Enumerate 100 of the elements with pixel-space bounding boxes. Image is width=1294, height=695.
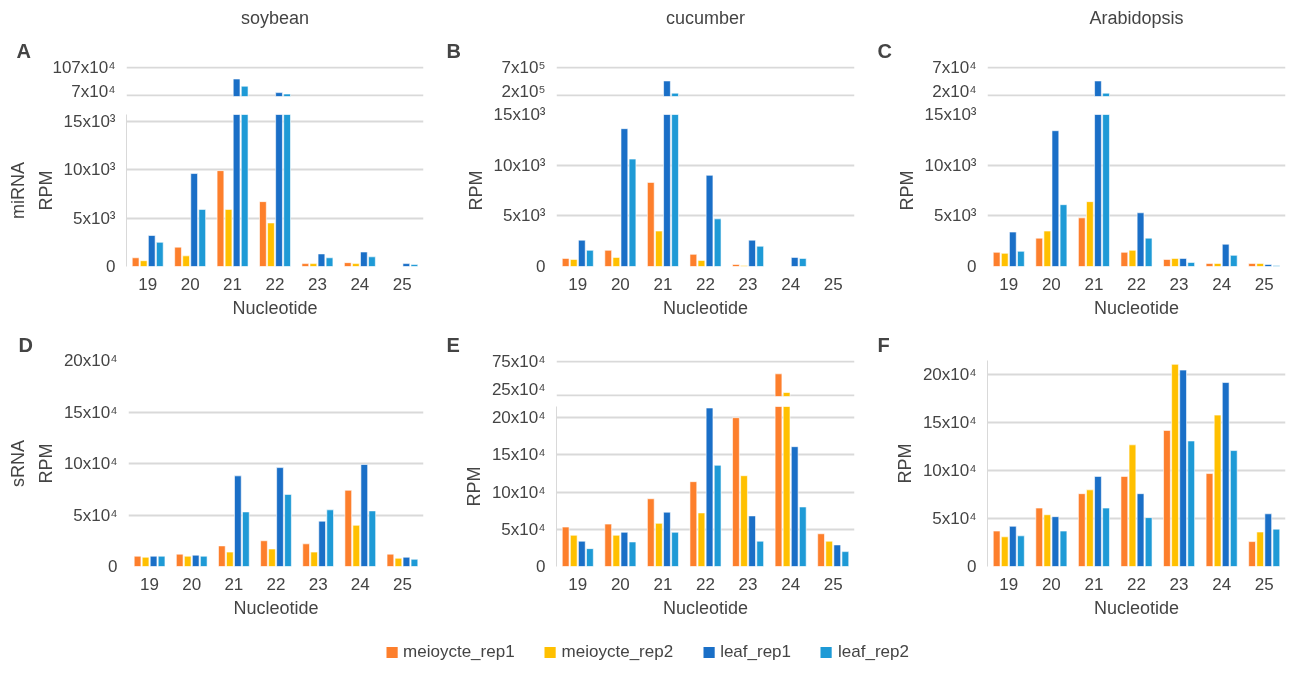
x-tick-label: 23 [1169,274,1189,294]
y-tick-label: 107x10⁴ [52,58,116,78]
legend-label: meioycte_rep1 [403,642,515,662]
chart-title: cucumber [665,7,746,28]
x-axis-title: Nucleotide [1093,297,1180,318]
x-tick-label: 25 [823,274,843,294]
legend-label: leaf_rep2 [838,642,909,662]
text: E [446,333,460,356]
x-tick-label: 25 [1254,274,1274,294]
y-axis-title: RPM [463,466,484,507]
y-tick-label: 15x10³ [924,105,977,124]
y-tick-label: 75x10⁴ [491,352,546,372]
y-tick-label: 5x10⁴ [73,505,118,525]
x-tick-label: 21 [653,574,673,594]
y-tick-label: 10x10⁴ [491,482,546,502]
x-tick-label: 19 [999,574,1019,594]
x-axis-title: Nucleotide [1093,597,1180,618]
y-tick-label: 0 [536,257,546,276]
y-tick-label: 0 [536,557,546,576]
y-tick-label: 25x10⁴ [491,379,546,399]
y-axis-title: RPM [35,443,56,484]
y-tick-label: 0 [967,257,977,276]
y-tick-label: 10x10⁴ [63,454,118,473]
x-tick-label: 25 [1254,574,1274,594]
y-tick-label: 7x10⁴ [71,81,116,101]
y-tick-label: 5x10³ [72,208,116,228]
text: A [16,39,31,62]
y-axis-title: RPM [35,170,56,211]
x-axis-title: Nucleotide [233,597,319,618]
x-tick-label: 19 [138,274,158,294]
x-tick-label: 22 [1127,574,1146,594]
y-axis-title: RPM [894,443,915,484]
y-tick-label: 15x10⁴ [491,445,546,465]
x-tick-label: 20 [180,274,200,294]
y-tick-label: 7x10⁵ [501,58,546,78]
x-tick-label: 24 [781,574,801,594]
y-tick-label: 0 [967,557,977,576]
text: F [877,333,890,356]
text: miRNA [7,162,28,219]
x-tick-label: 24 [781,274,801,294]
x-tick-label: 23 [738,274,758,294]
x-tick-label: 19 [568,274,588,294]
y-tick-label: 20x10⁴ [491,408,546,428]
x-tick-label: 23 [307,274,327,294]
x-tick-label: 23 [308,574,328,594]
y-tick-label: 15x10⁴ [922,413,977,433]
chart-title: Arabidopsis [1089,7,1184,28]
x-axis-title: Nucleotide [232,297,318,318]
x-tick-label: 25 [392,274,412,294]
y-tick-label: 10x10⁴ [922,461,977,481]
text: B [446,39,461,62]
x-tick-label: 23 [1169,574,1189,594]
x-tick-label: 21 [1084,574,1104,594]
x-tick-label: 20 [1041,574,1061,594]
chart-title: soybean [240,7,310,28]
text: C [877,39,892,62]
text: D [18,333,33,356]
y-tick-label: 2x10⁵ [501,81,546,101]
x-tick-label: 22 [696,574,715,594]
text: sRNA [7,439,28,487]
y-tick-label: 7x10⁴ [932,58,977,78]
y-tick-label: 20x10⁴ [63,351,118,370]
x-tick-label: 20 [1041,274,1061,294]
x-tick-label: 24 [1212,274,1232,294]
x-tick-label: 22 [696,274,715,294]
x-tick-label: 20 [610,574,630,594]
x-axis-title: Nucleotide [662,597,749,618]
legend-label: meioycte_rep2 [561,642,674,662]
x-tick-label: 25 [823,574,843,594]
y-axis-title: RPM [465,170,486,211]
x-tick-label: 21 [223,274,243,294]
x-tick-label: 22 [1127,274,1146,294]
y-tick-label: 15x10⁴ [63,402,118,422]
y-tick-label: 5x10⁴ [501,519,546,539]
y-tick-label: 0 [106,257,116,276]
x-tick-label: 24 [350,274,370,294]
x-tick-label: 24 [1212,574,1232,594]
x-tick-label: 21 [1084,274,1104,294]
y-tick-label: 15x10³ [63,111,116,131]
x-tick-label: 21 [224,574,244,594]
y-tick-label: 2x10⁴ [932,81,977,101]
y-tick-label: 5x10³ [933,206,977,226]
y-tick-label: 5x10³ [502,206,546,226]
x-tick-label: 22 [266,574,286,594]
x-tick-label: 23 [738,574,758,594]
x-tick-label: 19 [568,574,588,594]
x-tick-label: 19 [140,574,160,594]
x-tick-label: 20 [610,274,630,294]
y-tick-label: 5x10⁴ [932,509,977,529]
legend-label: leaf_rep1 [720,642,792,662]
x-tick-label: 21 [653,274,673,294]
y-tick-label: 20x10⁴ [922,365,977,385]
x-tick-label: 25 [392,574,412,594]
x-tick-label: 20 [182,574,202,594]
y-axis-title: RPM [896,170,917,211]
y-tick-label: 10x10³ [924,155,977,175]
x-axis-title: Nucleotide [662,297,749,318]
y-tick-label: 10x10³ [63,160,116,180]
y-tick-label: 15x10³ [493,105,546,124]
x-tick-label: 19 [999,274,1019,294]
